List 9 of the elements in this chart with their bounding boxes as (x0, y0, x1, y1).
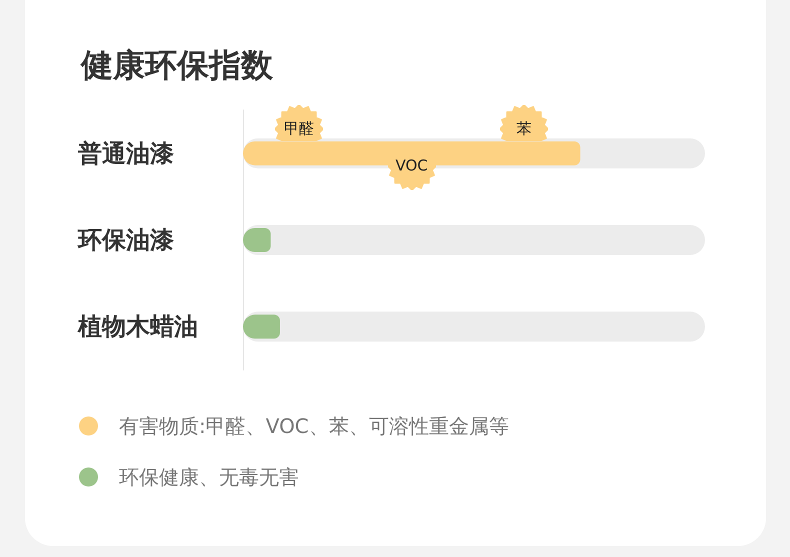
y-tick-label: 普通油漆 (77, 139, 174, 168)
legend-label: 有害物质:甲醛、VOC、苯、可溶性重金属等 (119, 414, 509, 438)
annotation: 苯 (516, 120, 532, 138)
y-tick-label: 植物木蜡油 (77, 312, 198, 341)
annotation: 甲醛 (284, 120, 314, 138)
chart-title: 健康环保指数 (80, 46, 274, 84)
legend-label: 环保健康、无毒无害 (119, 465, 299, 489)
annotation: VOC (395, 156, 428, 175)
y-tick-label: 环保油漆 (77, 226, 174, 254)
